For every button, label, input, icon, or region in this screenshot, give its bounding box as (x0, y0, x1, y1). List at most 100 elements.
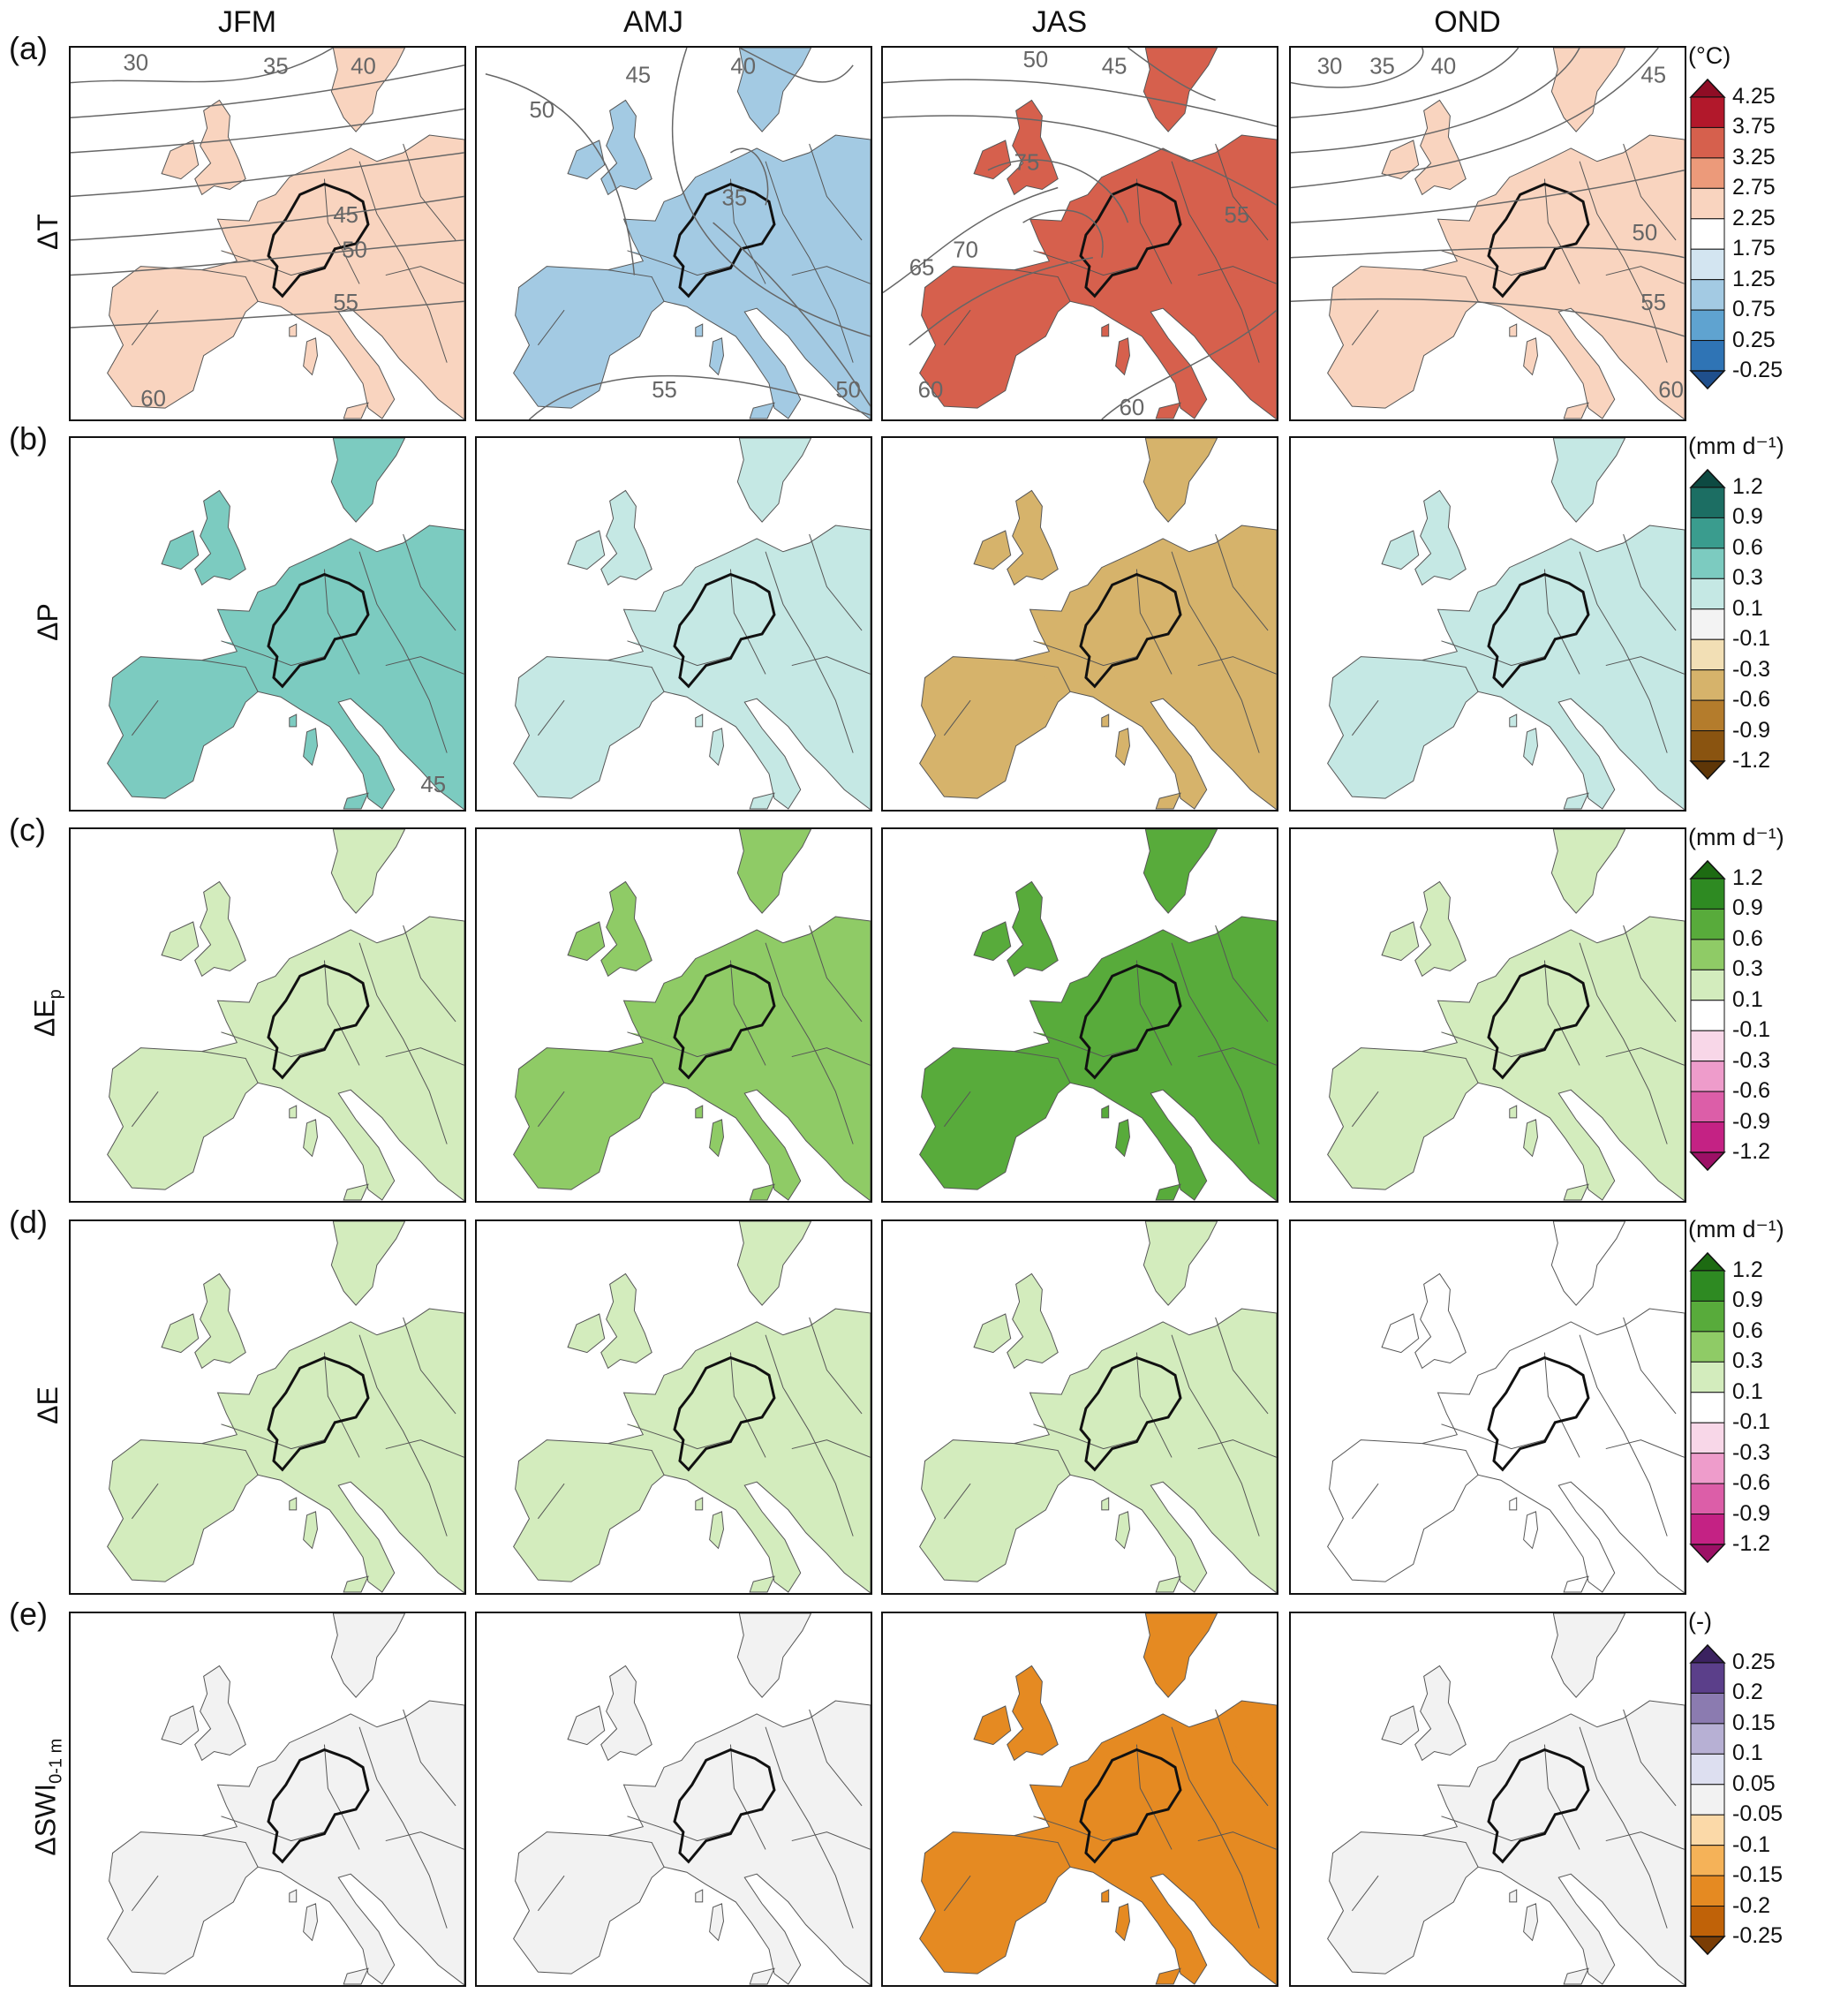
colorbar-segment (1690, 1845, 1725, 1876)
map-panel-a-ond: 30 35 40 45 50 55 60 (1289, 46, 1686, 421)
contour-label: 35 (263, 55, 289, 79)
map-panel-a-jfm: 30 35 40 45 50 55 60 (69, 46, 466, 421)
contour-label: 45 (1102, 55, 1127, 79)
row-variable-b: ΔP (31, 602, 64, 641)
colorbar-segment (1690, 1300, 1725, 1333)
colorbar-tick-label: 0.25 (1732, 327, 1776, 352)
colorbar-unit-d: (mm d⁻¹) (1688, 1216, 1784, 1242)
colorbar-segment (1690, 1061, 1725, 1092)
map-panel-d-jas (881, 1219, 1278, 1595)
contour-label: 75 (1014, 151, 1040, 176)
basin-outline (267, 1355, 370, 1472)
colorbar-tick-label: 1.2 (1732, 1257, 1763, 1282)
contour-label: 50 (1023, 48, 1049, 72)
colorbar-tick-label: 3.25 (1732, 144, 1776, 170)
basin-outline (267, 963, 370, 1080)
colorbar-segment (1690, 1753, 1725, 1786)
colorbar-tick-label: 1.2 (1732, 865, 1763, 890)
contour-label: 55 (1640, 291, 1666, 315)
colorbar-segment (1690, 1483, 1725, 1515)
colorbar-tick-label: 0.75 (1732, 297, 1776, 322)
colorbar-tick-label: -1.2 (1732, 1531, 1771, 1556)
colorbar-segment (1690, 1662, 1725, 1694)
basin-outline (1079, 572, 1182, 689)
colorbar-segment (1690, 608, 1725, 640)
colorbar-segment (1690, 730, 1725, 762)
contour-label: 65 (909, 256, 935, 281)
colorbar-tick-label: -0.15 (1732, 1862, 1783, 1888)
column-header-ond: OND (1434, 5, 1501, 39)
map-panel-c-ond (1289, 827, 1686, 1203)
row-letter-b: (b) (9, 420, 48, 457)
contour-label: 50 (342, 238, 367, 263)
basin-outline (673, 182, 776, 298)
colorbar-tick-label: 0.25 (1732, 1650, 1776, 1674)
colorbar-segment (1690, 969, 1725, 1001)
colorbar-tick-label: 0.3 (1732, 565, 1763, 591)
basin-outline (1079, 1748, 1182, 1864)
contour-label: 60 (140, 387, 166, 412)
basin-outline (1079, 1355, 1182, 1472)
colorbar-segment (1690, 248, 1725, 281)
basin-outline (1487, 182, 1590, 298)
colorbar-segment (1690, 1784, 1725, 1816)
contour-label: 60 (1120, 396, 1145, 419)
colorbar-tick-label: -0.25 (1732, 1923, 1783, 1948)
colorbar-c (1689, 859, 1726, 1172)
contour-label: 45 (625, 64, 651, 88)
row-letter-e: (e) (9, 1596, 48, 1632)
contour-label: 40 (730, 55, 756, 79)
colorbar-segment (1690, 939, 1725, 970)
basin-outline (673, 1355, 776, 1472)
colorbar-segment (1690, 1875, 1725, 1907)
colorbar-segment (1690, 340, 1725, 372)
colorbar-segment (1690, 517, 1725, 549)
basin-outline (673, 963, 776, 1080)
colorbar-tick-label: -0.05 (1732, 1801, 1783, 1827)
colorbar-segment (1690, 578, 1725, 610)
contour-label: 40 (1431, 55, 1457, 79)
colorbar-b (1689, 468, 1726, 781)
row-variable-e: ΔSWI0-1 m (28, 1738, 66, 1856)
colorbar-unit-a: (°C) (1688, 42, 1731, 69)
colorbar-tick-label: -0.2 (1732, 1892, 1771, 1918)
colorbar-segment (1690, 669, 1725, 701)
contour-label: 70 (953, 238, 978, 263)
colorbar-tick-label: 0.9 (1732, 895, 1763, 921)
basin-outline (1487, 572, 1590, 689)
colorbar-segment (1690, 878, 1725, 910)
colorbar-tick-label: -0.6 (1732, 1078, 1771, 1104)
colorbar-tick-label: 2.75 (1732, 175, 1776, 200)
contour-label: 45 (333, 203, 358, 228)
row-variable-c: ΔEp (28, 989, 66, 1037)
colorbar-tick-label: 0.6 (1732, 925, 1763, 951)
colorbar-segment (1690, 1121, 1725, 1153)
colorbar-tick-label: 0.2 (1732, 1680, 1763, 1705)
colorbar-tick-label: -1.2 (1732, 748, 1771, 773)
map-panel-a-jas: 50 45 55 70 75 65 60 60 (881, 46, 1278, 421)
colorbar-tick-label: -0.6 (1732, 687, 1771, 713)
contour-label: 50 (1633, 221, 1658, 245)
colorbar-tick-label: 2.25 (1732, 205, 1776, 230)
colorbar-segment (1690, 1422, 1725, 1454)
colorbar-e (1689, 1643, 1726, 1956)
colorbar-tick-label: 3.75 (1732, 114, 1776, 140)
contour-label: 35 (722, 185, 748, 210)
basin-outline (673, 572, 776, 689)
basin-outline (1487, 1355, 1590, 1472)
contour-label: 55 (333, 291, 358, 315)
map-panel-e-jas (881, 1612, 1278, 1987)
contour-label: 45 (1640, 64, 1666, 88)
colorbar-segment (1690, 699, 1725, 732)
contour-label: 60 (1658, 378, 1684, 403)
colorbar-tick-label: 4.25 (1732, 84, 1776, 109)
colorbar-tick-label: -0.9 (1732, 717, 1771, 743)
colorbar-segment (1690, 1270, 1725, 1302)
colorbar-segment (1690, 1000, 1725, 1031)
row-letter-a: (a) (9, 30, 48, 66)
basin-outline (1079, 182, 1182, 298)
row-letter-d: (d) (9, 1204, 48, 1240)
column-header-jfm: JFM (217, 5, 277, 39)
contour-label: 40 (351, 55, 376, 79)
map-panel-e-amj (475, 1612, 872, 1987)
